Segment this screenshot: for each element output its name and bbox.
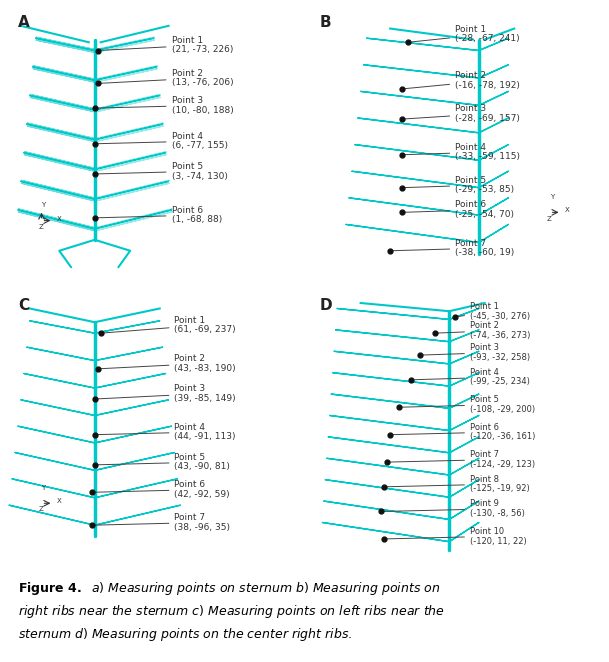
Text: Point 5
(-108, -29, 200): Point 5 (-108, -29, 200) [402,395,535,414]
Text: Point 3
(10, -80, 188): Point 3 (10, -80, 188) [97,96,233,115]
Text: $\bf{Figure\ 4.}$  $\it{a)\ Measuring\ points\ on\ sternum\ b)\ Measuring\ point: $\bf{Figure\ 4.}$ $\it{a)\ Measuring\ po… [18,580,445,643]
Text: Point 4
(-99, -25, 234): Point 4 (-99, -25, 234) [414,367,530,387]
Text: Point 5
(43, -90, 81): Point 5 (43, -90, 81) [97,453,230,471]
Text: Point 3
(-28, -69, 157): Point 3 (-28, -69, 157) [405,104,520,123]
Text: Point 4
(-33, -59, 115): Point 4 (-33, -59, 115) [405,143,520,162]
Text: X: X [565,207,569,213]
Text: Point 2
(-74, -36, 273): Point 2 (-74, -36, 273) [437,321,530,340]
Text: Point 1
(21, -73, 226): Point 1 (21, -73, 226) [100,36,233,54]
Text: Point 1
(-28, -67, 241): Point 1 (-28, -67, 241) [410,24,520,44]
Text: Point 8
(-125, -19, 92): Point 8 (-125, -19, 92) [387,475,530,493]
Text: Point 5
(-29, -53, 85): Point 5 (-29, -53, 85) [405,175,515,194]
Text: D: D [319,297,332,312]
Text: Point 4
(6, -77, 155): Point 4 (6, -77, 155) [97,132,228,150]
Text: Point 5
(3, -74, 130): Point 5 (3, -74, 130) [97,162,227,181]
Text: Point 7
(-38, -60, 19): Point 7 (-38, -60, 19) [393,239,515,258]
Text: X: X [56,498,61,504]
Text: Point 10
(-120, 11, 22): Point 10 (-120, 11, 22) [387,527,527,545]
Text: Y: Y [41,202,46,208]
Text: Z: Z [38,224,43,230]
Text: Point 1
(-45, -30, 276): Point 1 (-45, -30, 276) [458,302,530,320]
Text: Point 3
(-93, -32, 258): Point 3 (-93, -32, 258) [423,343,530,361]
Text: X: X [56,216,61,222]
Text: Point 9
(-130, -8, 56): Point 9 (-130, -8, 56) [384,499,525,518]
Text: Point 3
(39, -85, 149): Point 3 (39, -85, 149) [97,384,236,403]
Text: Point 2
(43, -83, 190): Point 2 (43, -83, 190) [100,354,236,373]
Text: B: B [319,15,331,30]
Text: Point 1
(61, -69, 237): Point 1 (61, -69, 237) [104,316,236,334]
Text: Point 2
(-16, -78, 192): Point 2 (-16, -78, 192) [405,71,520,90]
Text: Point 6
(42, -92, 59): Point 6 (42, -92, 59) [94,480,230,499]
Text: C: C [18,297,29,312]
Text: Point 6
(-25, -54, 70): Point 6 (-25, -54, 70) [405,201,514,219]
Text: Y: Y [41,485,46,491]
Text: Point 6
(1, -68, 88): Point 6 (1, -68, 88) [97,206,222,224]
Text: Z: Z [547,216,552,222]
Text: Point 7
(-124, -29, 123): Point 7 (-124, -29, 123) [390,450,535,469]
Text: A: A [18,15,30,30]
Text: Point 2
(13, -76, 206): Point 2 (13, -76, 206) [100,69,233,87]
Text: Point 7
(38, -96, 35): Point 7 (38, -96, 35) [94,513,230,532]
Text: Point 6
(-120, -36, 161): Point 6 (-120, -36, 161) [393,422,535,442]
Text: Point 4
(44, -91, 113): Point 4 (44, -91, 113) [97,422,236,442]
Text: Y: Y [550,194,554,200]
Text: Z: Z [38,506,43,512]
